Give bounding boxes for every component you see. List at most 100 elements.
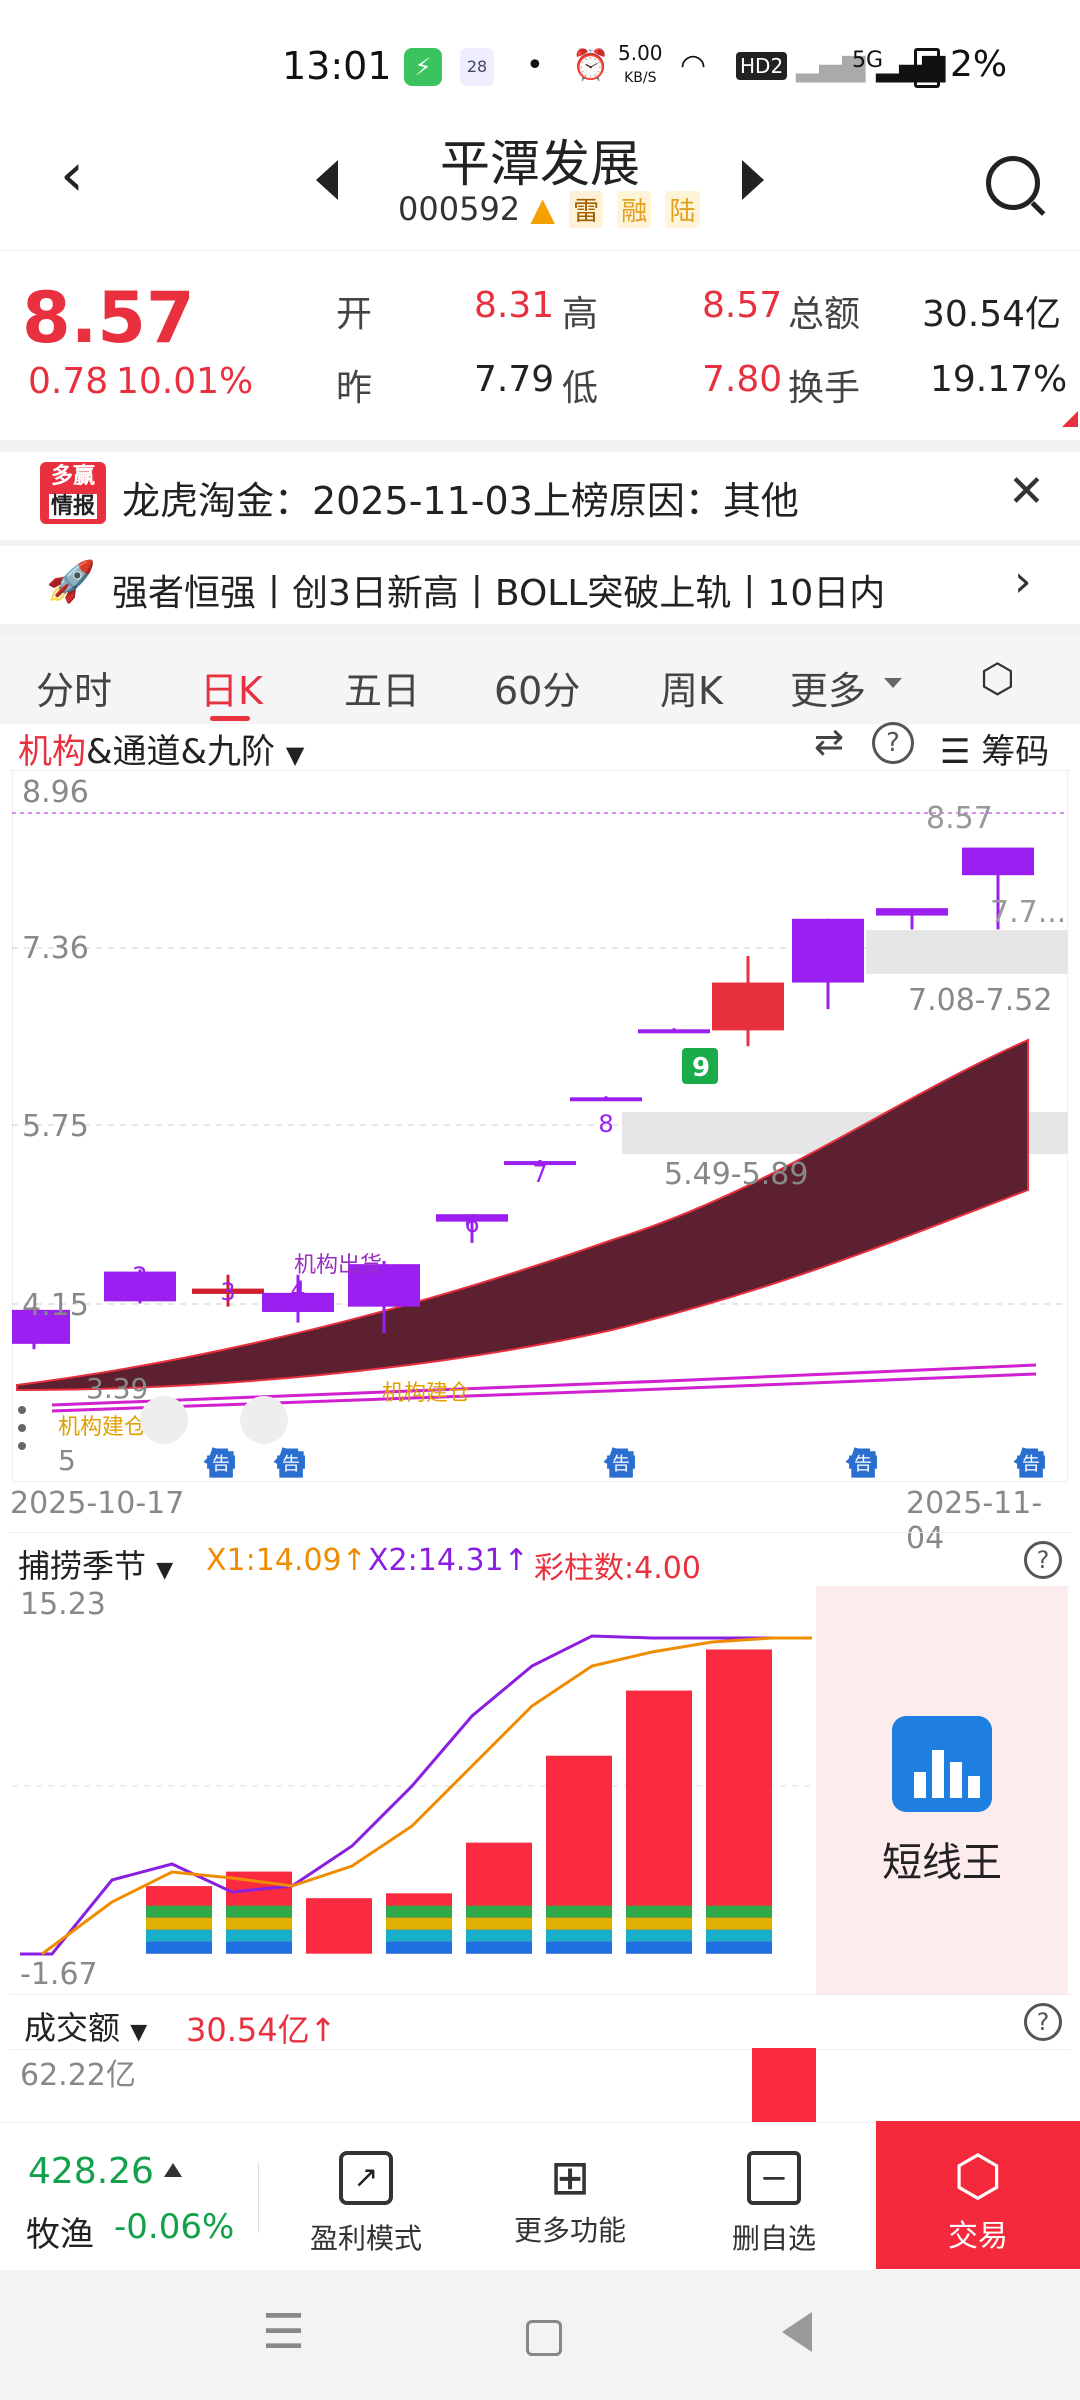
season-y-bottom: -1.67 [20,1957,98,1992]
chips-button[interactable]: ☰ 筹码 [940,724,1049,773]
index-change: -0.06% [114,2207,235,2247]
dragon-tiger-text: 龙虎淘金：2025-11-03上榜原因：其他 [122,479,799,523]
chevron-right-icon[interactable]: › [1014,556,1032,607]
inst-build-label-2: 机构建仓 [58,1415,146,1440]
season-color-band [226,1929,292,1942]
prev-stock-icon[interactable] [316,160,338,200]
nav-trade-button[interactable]: ⬡ 交易 [876,2121,1080,2269]
index-up-icon [164,2163,182,2177]
candle-body [570,1097,642,1102]
prev-close-value: 7.79 [474,359,555,400]
nine-badge [682,1048,718,1084]
nav-remove-label: 删自选 [731,2222,816,2255]
search-icon-handle [1030,201,1046,216]
ann-marker-2[interactable]: 告 [276,1448,306,1481]
high-label: 高 [562,294,599,335]
back-icon[interactable]: ‹ [60,140,84,210]
tab-60min[interactable]: 60分 [494,669,581,713]
nav-remove-watchlist[interactable]: − 删自选 [694,2141,854,2255]
season-color-band [146,1905,212,1918]
tab-weekly-k[interactable]: 周K [660,669,723,713]
index-value[interactable]: 428.26 [28,2151,154,2192]
seq-label: 1 [26,1310,41,1338]
next-stock-icon[interactable] [742,160,764,200]
zoom-out-icon[interactable] [140,1396,188,1444]
volume-selector[interactable]: 成交额 ▼ [24,2003,147,2049]
grid-icon: ⊞ [549,2150,591,2206]
season-color-band [546,1941,612,1954]
hd-badge: HD2 [736,52,788,80]
back-nav-icon[interactable] [782,2312,812,2352]
low-value: 7.80 [702,359,783,400]
tag-lei[interactable]: 雷 [569,191,604,228]
prev-close-label: 昨 [336,368,373,409]
inst-build-label: 机构建仓 [382,1381,470,1406]
open-value: 8.31 [474,285,555,326]
net-speed-unit: KB/S [624,70,657,86]
season-color-band [706,1929,772,1942]
season-color-band [466,1941,532,1954]
image-icon[interactable] [240,1396,288,1444]
turnover-label: 换手 [788,368,861,409]
season-selector[interactable]: 捕捞季节 ▼ [18,1541,173,1587]
indicator-toolbar: 机构&通道&九阶 ▼ ⇄ ? ☰ 筹码 [10,716,1070,773]
nav-trade-label: 交易 [948,2219,1008,2254]
close-icon[interactable]: ✕ [1008,466,1045,517]
rocket-icon: 🚀 [46,559,96,605]
prev-price-tag: 7.7... [990,895,1066,930]
nav-profit-mode[interactable]: ↗ 盈利模式 [286,2141,446,2255]
season-color-band [146,1917,212,1930]
volume-y-top: 62.22亿 [20,2058,136,2093]
tab-daily-k[interactable]: 日K [200,669,263,713]
season-bar [306,1898,372,1954]
season-help-icon[interactable]: ? [1024,1541,1062,1579]
volume-bar-last [752,2048,816,2122]
swap-icon[interactable]: ⇄ [814,722,845,763]
tab-more[interactable]: 更多 [790,669,867,713]
candlestick-chart[interactable]: 1 2 3 4 5 6 7 8 8.96 7.36 5.75 4.15 3.39 5 8.57… [0,769,1069,1483]
season-line-x2 [20,1634,812,1956]
tag-rong[interactable]: 融 [617,191,652,228]
season-dropdown-icon: ▼ [156,1558,174,1583]
volume-help-icon[interactable]: ? [1024,2003,1062,2041]
search-icon[interactable] [986,156,1040,210]
logo-text-top: 多赢 [50,464,95,489]
period-tabs: 分时 日K 五日 60分 周K 更多 ⬡ [0,624,1080,724]
last-price: 8.57 [22,277,195,359]
warning-icon: ▲ [530,190,555,228]
candle-body [876,908,948,916]
ann-marker-3[interactable]: 告 [606,1448,636,1481]
date-start: 2025-10-17 [10,1486,185,1521]
season-line-x1 [41,1636,812,1956]
season-x1: X1:14.09↑ [206,1543,367,1578]
candlestick-svg: 1 2 3 4 5 6 7 8 8.96 7.36 5.75 4.15 3.39 5 8.57… [0,769,1069,1483]
tab-five-day[interactable]: 五日 [344,669,421,713]
price-change-pct: 10.01% [116,361,254,402]
menu-icon[interactable]: ☰ [262,2304,306,2360]
tab-intraday[interactable]: 分时 [36,669,113,713]
candle-body [792,918,864,983]
ann-marker-5[interactable]: 告 [1016,1448,1046,1481]
dragon-tiger-banner[interactable]: 多赢 情报 龙虎淘金：2025-11-03上榜原因：其他 ✕ [0,440,1080,548]
tags-ticker[interactable]: 🚀 强者恒强丨创3日新高丨BOLL突破上轨丨10日内 › [0,540,1080,630]
settings-hexagon-icon[interactable]: ⬡ [980,656,1015,702]
ann-marker-4[interactable]: 告 [848,1448,878,1481]
bottom-nav: 428.26 牧渔 -0.06% ↗ 盈利模式 ⊞ 更多功能 − 删自选 ⬡ 交… [0,2121,1080,2271]
home-icon[interactable] [526,2320,562,2356]
ticker-text: 强者恒强丨创3日新高丨BOLL突破上轨丨10日内 [112,573,886,614]
volume-toolbar: 成交额 ▼ 30.54亿↑ ? [10,1994,1070,2050]
amount-value: 30.54亿 [922,294,1062,335]
season-color-band [626,1905,692,1918]
season-color-band [386,1929,452,1942]
indicator-selector[interactable]: 机构&通道&九阶 ▼ [18,724,304,773]
volume-chart[interactable]: 62.22亿 [12,2048,1068,2122]
tag-lu[interactable]: 陆 [665,191,700,228]
nav-more-functions[interactable]: ⊞ 更多功能 [490,2141,650,2251]
duanxianwang-label[interactable]: 短线王 [882,1840,1002,1886]
nav-more-label: 更多功能 [513,2214,626,2247]
ann-marker-1[interactable]: 告 [206,1448,236,1481]
season-chart[interactable]: 15.23 -1.67 短线王 [12,1586,1068,1994]
battery-icon [914,48,940,88]
help-icon[interactable]: ? [872,722,914,764]
seq-label: 7 [532,1160,547,1188]
